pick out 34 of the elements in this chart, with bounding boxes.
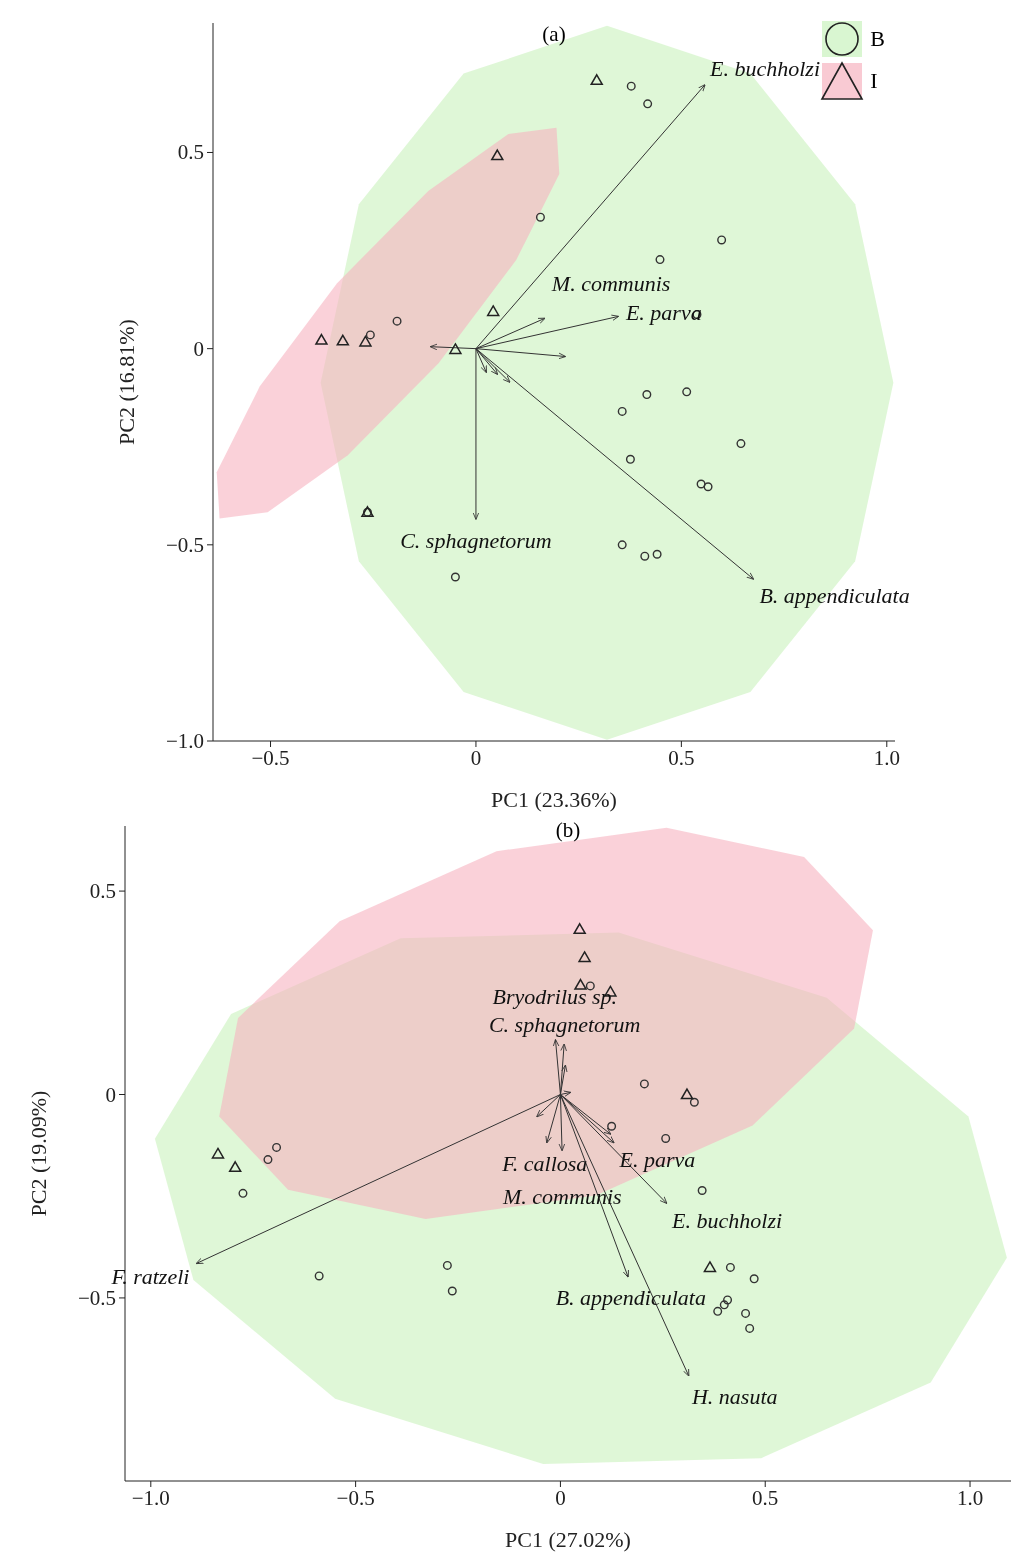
x-tick-label: 1.0 bbox=[956, 1486, 984, 1510]
y-tick-label: −0.5 bbox=[165, 532, 204, 557]
annotation: E. buchholzi bbox=[671, 1208, 783, 1234]
x-tick-label: 0.5 bbox=[668, 746, 695, 770]
x-tick-label: 0 bbox=[470, 746, 482, 770]
y-tick-label: 0 bbox=[193, 336, 204, 361]
y-tick-label: −1.0 bbox=[165, 729, 204, 753]
annotation: Bryodrilus sp. bbox=[492, 983, 618, 1009]
annotation: E. parva bbox=[618, 1146, 696, 1172]
y-tick-label: 0.5 bbox=[177, 140, 204, 165]
y-axis-title: PC2 (19.09%) bbox=[25, 1090, 51, 1217]
y-tick-label: 0 bbox=[105, 1082, 116, 1107]
annotation: B. appendiculata bbox=[759, 582, 910, 608]
annotation: F. callosa bbox=[501, 1151, 588, 1177]
annotation: E. buchholzi bbox=[709, 56, 821, 82]
legend-label: I bbox=[870, 68, 878, 94]
chart-title: (a) bbox=[542, 22, 566, 46]
annotation: C. sphagnetorum bbox=[400, 528, 552, 554]
x-axis-title: PC1 (23.36%) bbox=[491, 787, 617, 812]
x-tick-label: −0.5 bbox=[336, 1486, 375, 1510]
annotation: H. nasuta bbox=[690, 1383, 778, 1409]
x-tick-label: 1.0 bbox=[873, 746, 900, 770]
x-tick-label: 0 bbox=[555, 1486, 566, 1510]
chart-title: (b) bbox=[554, 818, 582, 843]
annotation: C. sphagnetorum bbox=[488, 1012, 641, 1038]
legend-label: B bbox=[870, 26, 885, 52]
x-axis-title: PC1 (27.02%) bbox=[505, 1527, 631, 1552]
annotation: B. appendiculata bbox=[555, 1285, 706, 1311]
y-axis-title: PC2 (16.81%) bbox=[113, 319, 139, 445]
x-tick-label: 0.5 bbox=[752, 1486, 779, 1510]
x-tick-label: −0.5 bbox=[251, 746, 290, 770]
x-tick-label: −1.0 bbox=[131, 1486, 170, 1510]
annotation: M. communis bbox=[550, 271, 671, 297]
y-tick-label: 0.5 bbox=[89, 879, 116, 904]
